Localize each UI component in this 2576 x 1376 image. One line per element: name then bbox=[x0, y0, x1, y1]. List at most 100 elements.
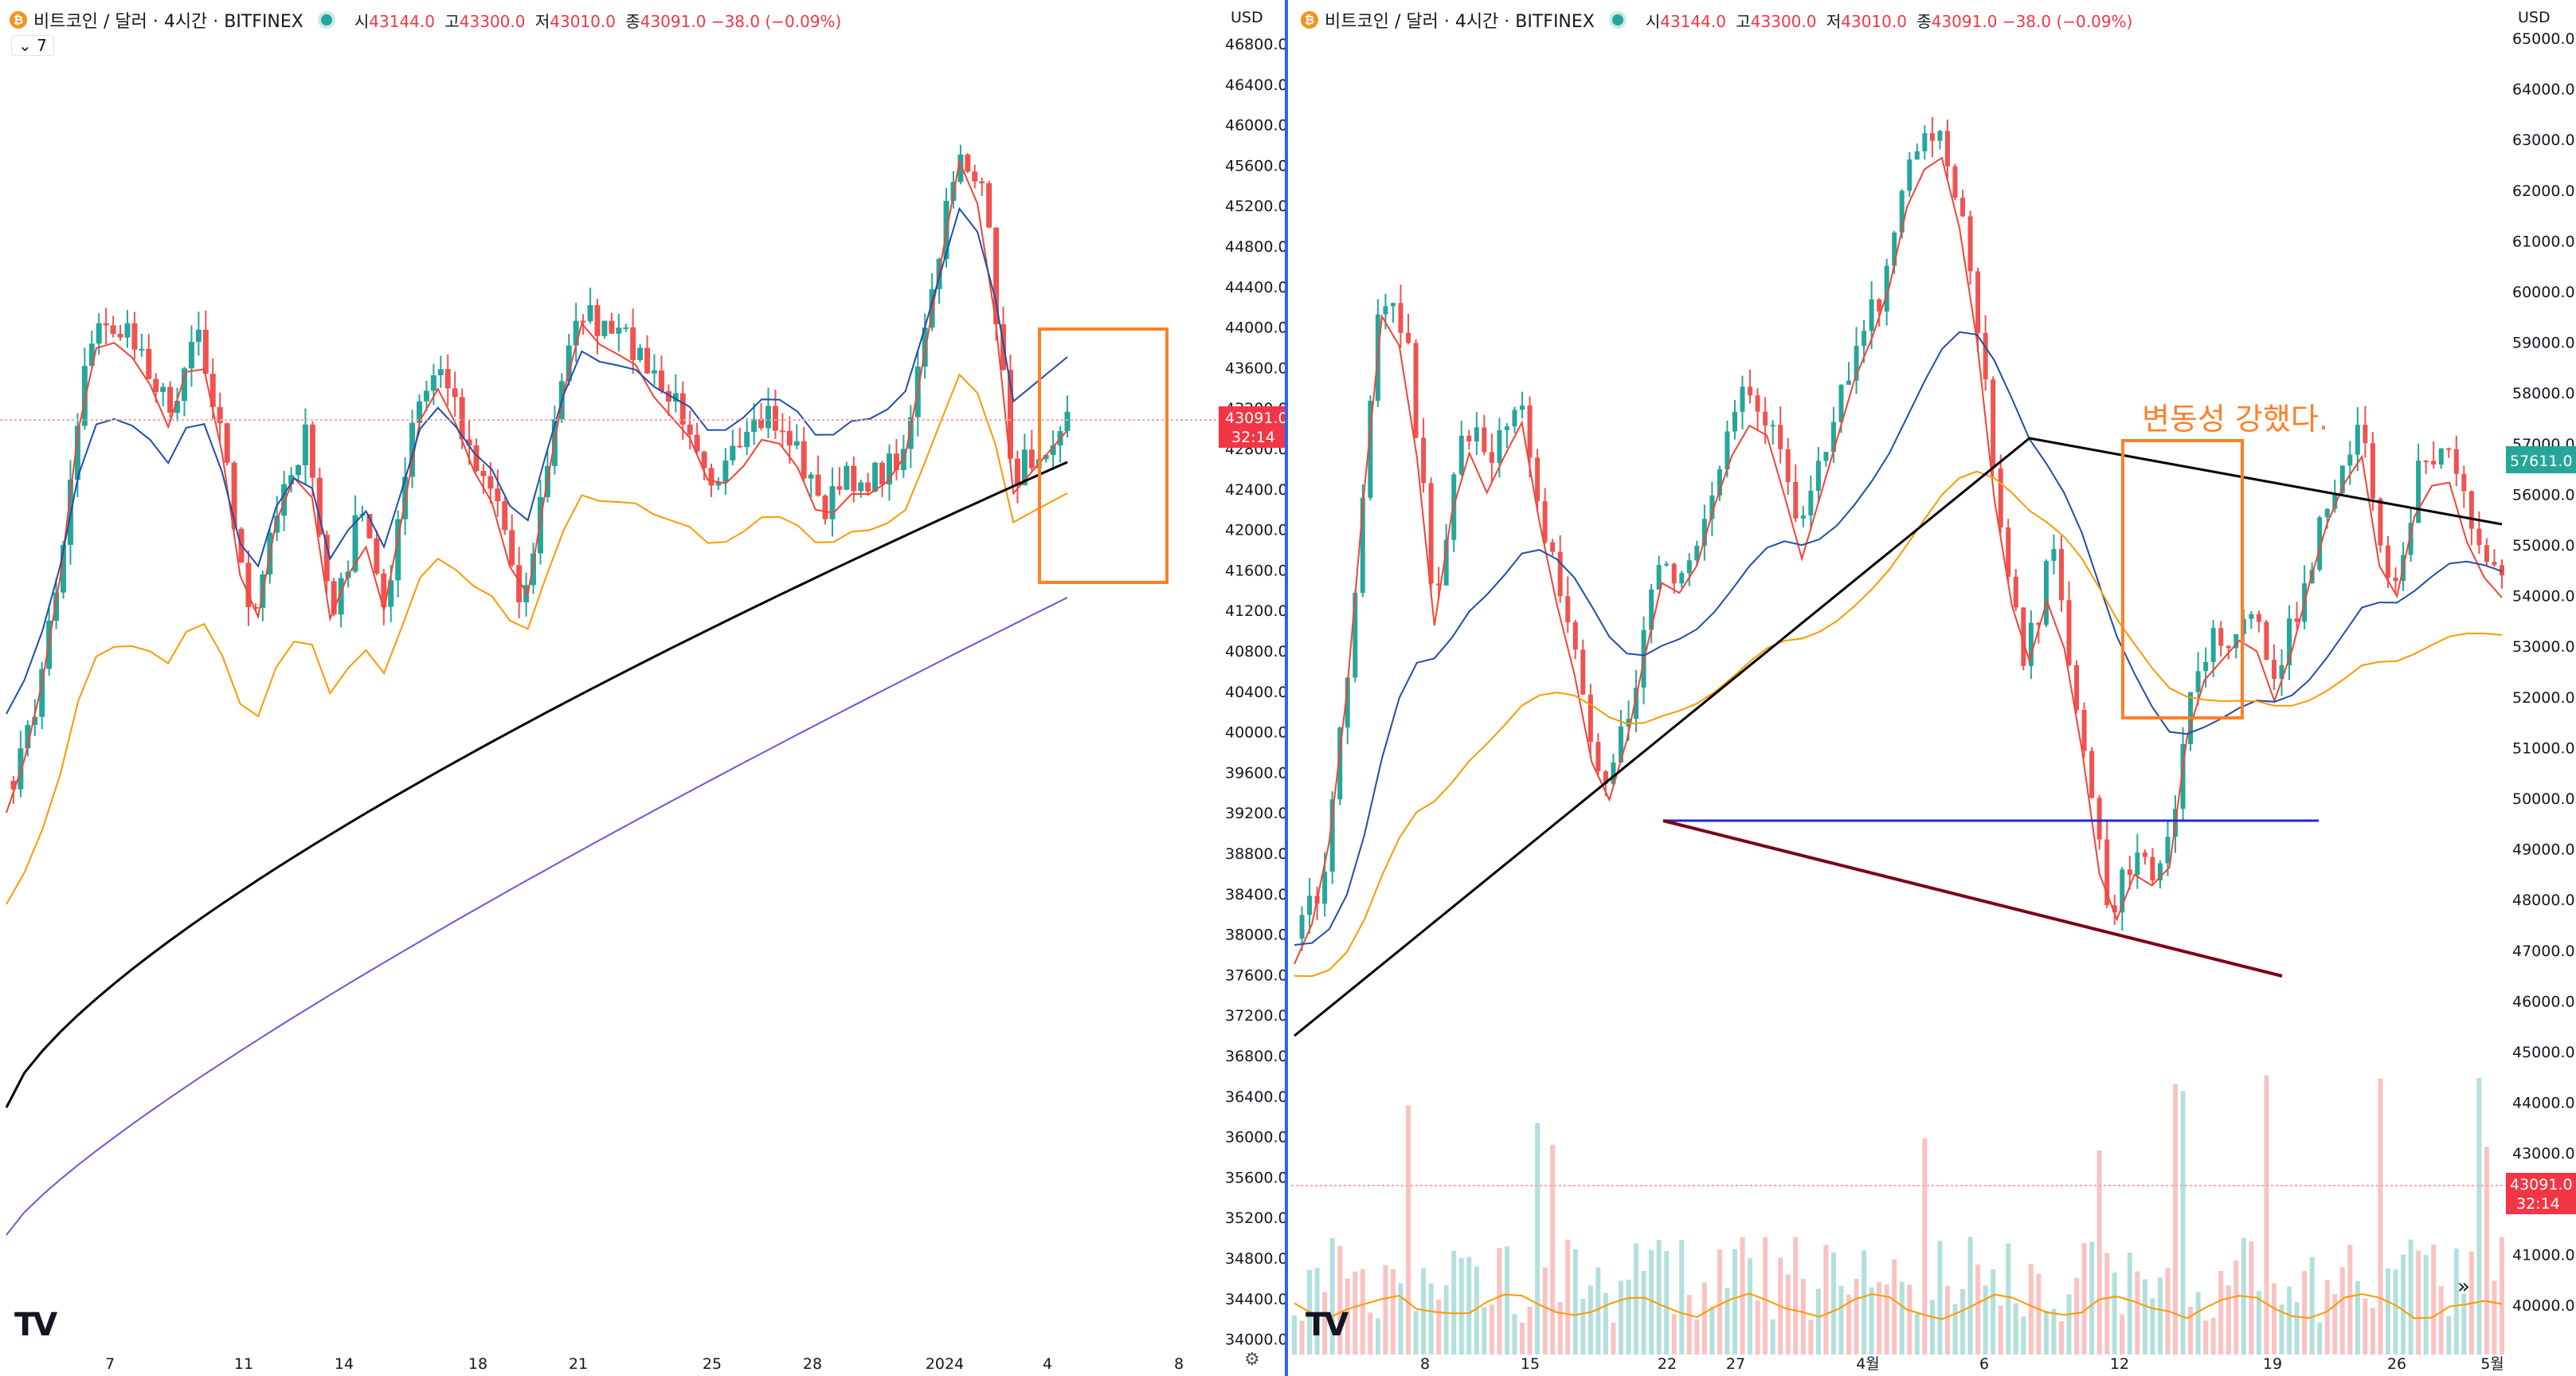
left-price-chart[interactable]: 46800.0 46400.0 46000.0 45600.0 45200.0 44800… bbox=[0, 0, 1285, 1376]
price-tick-label: 59000.0 bbox=[2512, 335, 2575, 352]
candle bbox=[2256, 614, 2261, 622]
ma-black-line[interactable] bbox=[5, 461, 1068, 1108]
volume-bar bbox=[2287, 1286, 2292, 1354]
symbol-title[interactable]: 비트코인 / 달러 · 4시간 · BITFINEX bbox=[33, 12, 303, 32]
ma-red-line[interactable] bbox=[1294, 156, 2503, 965]
candle bbox=[1838, 384, 1844, 422]
price-tick-label: 63000.0 bbox=[2512, 131, 2575, 149]
price-tick-label: 60000.0 bbox=[2512, 284, 2575, 301]
candle bbox=[1360, 497, 1365, 594]
volatility-box[interactable] bbox=[2121, 439, 2244, 719]
volume-bar bbox=[2066, 1294, 2072, 1354]
candle bbox=[160, 386, 166, 393]
volume-bar bbox=[2013, 1303, 2018, 1354]
right-chart-pane[interactable]: ₿ 비트코인 / 달러 · 4시간 · BITFINEX 시43144.0 고4… bbox=[1291, 0, 2576, 1376]
ma-orange-line[interactable] bbox=[1294, 470, 2503, 978]
volume-bar bbox=[2096, 1151, 2102, 1354]
volume-bar bbox=[2226, 1285, 2231, 1354]
volume-bar bbox=[1504, 1246, 1509, 1354]
ma-purple-line[interactable] bbox=[6, 597, 1068, 1236]
candle bbox=[1550, 542, 1556, 552]
candle bbox=[10, 781, 17, 790]
volume-bar bbox=[1322, 1292, 1328, 1354]
price-tick-label: 46000.0 bbox=[2512, 993, 2575, 1010]
candle bbox=[1353, 593, 1358, 678]
candle bbox=[2150, 857, 2155, 880]
volume-bar bbox=[2135, 1271, 2140, 1354]
left-chart-pane[interactable]: ₿ 비트코인 / 달러 · 4시간 · BITFINEX 시43144.0 고4… bbox=[0, 0, 1288, 1376]
highlight-box[interactable] bbox=[1038, 327, 1169, 584]
candle bbox=[616, 327, 622, 334]
candle bbox=[1345, 677, 1350, 728]
mid-price-label: 57611.0 bbox=[2510, 453, 2573, 470]
candle bbox=[687, 424, 693, 435]
price-tick-label: 40000.0 bbox=[2512, 1297, 2575, 1315]
ma-black-line[interactable] bbox=[1294, 437, 2503, 1037]
symbol-title[interactable]: 비트코인 / 달러 · 4시간 · BITFINEX bbox=[1325, 12, 1595, 32]
candle bbox=[2484, 545, 2489, 563]
trend-line[interactable] bbox=[1662, 819, 2283, 978]
right-price-chart[interactable]: 65000.0 64000.0 63000.0 62000.0 61000.0 60000… bbox=[1291, 0, 2576, 1376]
volume-bar bbox=[1785, 1274, 1791, 1354]
candle bbox=[836, 486, 843, 490]
tradingview-logo[interactable]: TV bbox=[14, 1307, 57, 1343]
volatility-annotation[interactable]: 변동성 강했다. bbox=[2142, 402, 2328, 437]
candle bbox=[1458, 435, 1464, 475]
ma-red-line[interactable] bbox=[6, 159, 1068, 813]
volume-bar bbox=[1694, 1319, 1700, 1354]
volume-bar bbox=[2120, 1314, 2125, 1354]
candle bbox=[1299, 915, 1305, 939]
candle bbox=[1694, 546, 1700, 561]
volume-bar bbox=[2484, 1147, 2489, 1354]
currency-label[interactable]: USD bbox=[1231, 9, 1263, 26]
candle bbox=[423, 390, 429, 402]
candle bbox=[61, 544, 67, 593]
volume-ma-line[interactable] bbox=[1294, 1292, 2503, 1320]
candle bbox=[1740, 386, 1745, 412]
price-tick-label: 58000.0 bbox=[2512, 385, 2575, 402]
candle bbox=[409, 422, 416, 477]
volume-bar bbox=[1808, 1319, 1814, 1354]
tradingview-logo[interactable]: TV bbox=[1306, 1307, 1349, 1343]
scroll-to-realtime-button[interactable]: » bbox=[2457, 1275, 2470, 1299]
volume-bar bbox=[1383, 1264, 1388, 1354]
gear-icon[interactable]: ⚙ bbox=[1244, 1350, 1260, 1370]
ma-orange-line[interactable] bbox=[6, 373, 1068, 905]
volume-bar bbox=[1967, 1237, 1973, 1354]
candle bbox=[986, 183, 992, 228]
candle bbox=[1717, 469, 1722, 496]
volume-bar bbox=[2461, 1293, 2467, 1354]
candle bbox=[1914, 151, 1920, 160]
candle bbox=[2271, 660, 2277, 680]
candle bbox=[1793, 481, 1799, 519]
candle bbox=[502, 501, 508, 531]
candle bbox=[2096, 798, 2102, 840]
candle bbox=[1520, 406, 1525, 410]
bitcoin-icon: ₿ bbox=[1301, 11, 1318, 29]
volume-bar bbox=[2370, 1307, 2375, 1354]
candle bbox=[32, 716, 38, 725]
ma-blue-line[interactable] bbox=[1294, 331, 2503, 946]
volume-bar bbox=[1314, 1268, 1320, 1354]
price-tick-label: 37600.0 bbox=[1225, 966, 1285, 984]
volume-bar bbox=[1877, 1281, 1882, 1354]
candle bbox=[2317, 517, 2323, 570]
candle bbox=[1854, 346, 1859, 381]
candle bbox=[2287, 618, 2292, 665]
candle bbox=[146, 348, 152, 379]
time-tick-label: 4 bbox=[1043, 1355, 1052, 1373]
candle bbox=[630, 327, 636, 360]
volume-bar bbox=[2408, 1239, 2414, 1354]
candle bbox=[786, 430, 793, 446]
ma-blue-line[interactable] bbox=[6, 206, 1068, 715]
price-tick-label: 36000.0 bbox=[1225, 1129, 1285, 1147]
candle bbox=[851, 465, 857, 492]
volume-bar bbox=[2043, 1311, 2049, 1354]
currency-label[interactable]: USD bbox=[2518, 9, 2551, 26]
ohlc-values: 시43144.0 고43300.0 저43010.0 종43091.0 −38.… bbox=[354, 11, 842, 31]
candle bbox=[1436, 583, 1442, 586]
indicators-collapse-button[interactable]: ⌄ 7 bbox=[11, 35, 54, 56]
price-tick-label: 54000.0 bbox=[2512, 588, 2575, 606]
candle bbox=[993, 227, 1000, 324]
candle bbox=[1944, 131, 1950, 167]
